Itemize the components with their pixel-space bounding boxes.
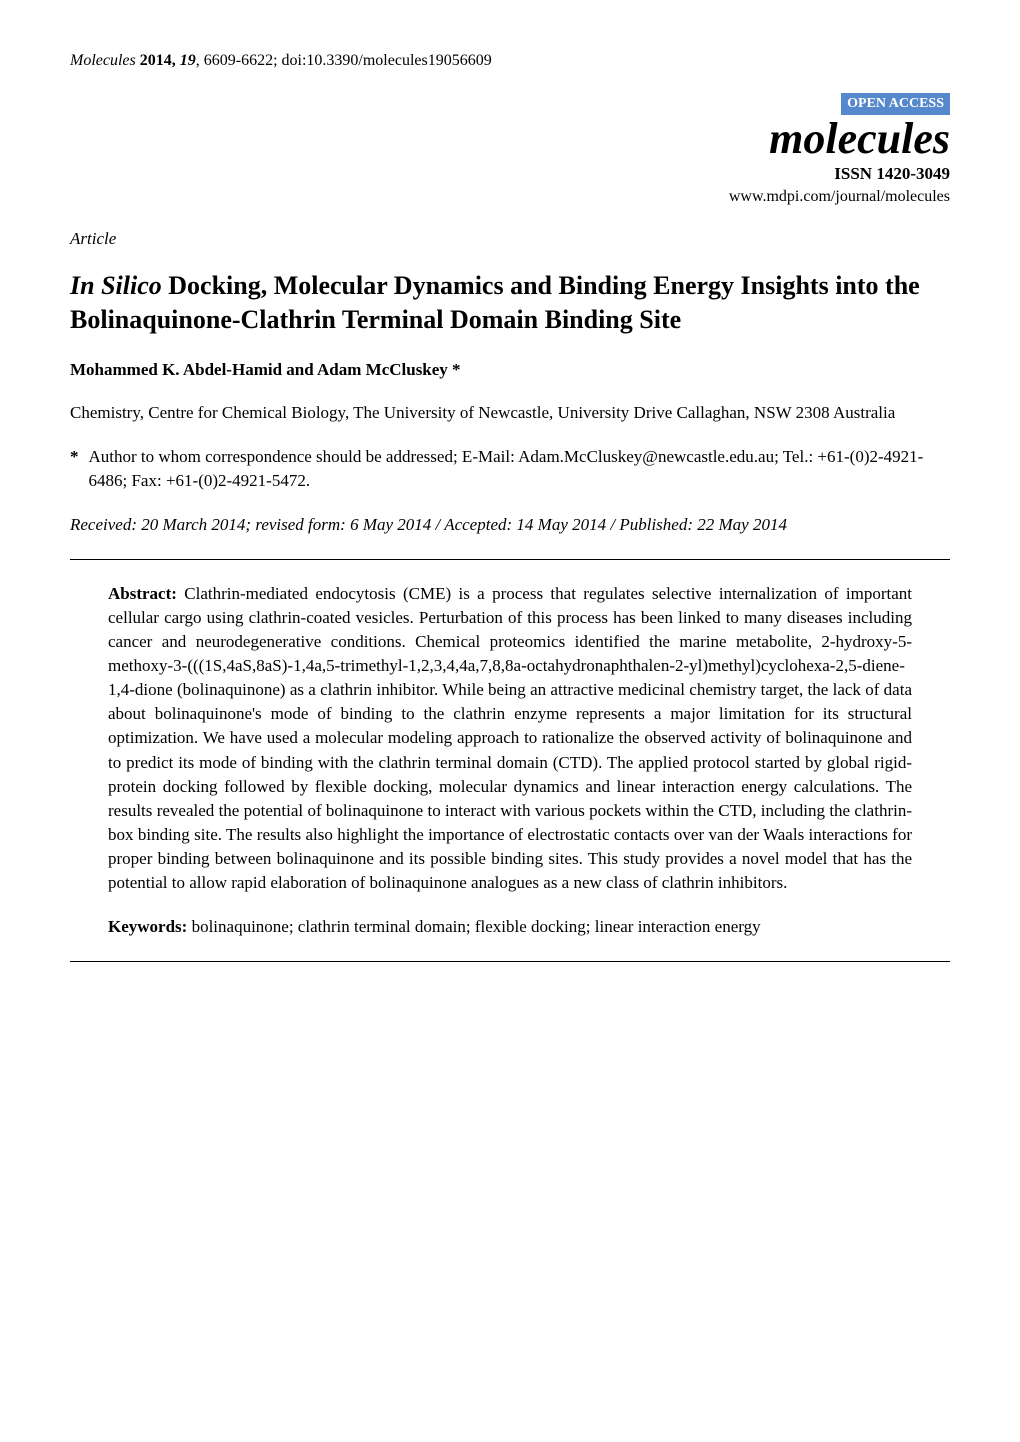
keywords-label: Keywords:	[108, 917, 187, 936]
abstract: Abstract: Clathrin-mediated endocytosis …	[70, 582, 950, 896]
citation-journal: Molecules	[70, 52, 136, 69]
abstract-label: Abstract:	[108, 584, 177, 603]
correspondence-marker: *	[70, 445, 79, 493]
correspondence: * Author to whom correspondence should b…	[70, 445, 950, 493]
article-title: In Silico Docking, Molecular Dynamics an…	[70, 269, 950, 337]
journal-masthead: OPEN ACCESS molecules ISSN 1420-3049 www…	[70, 92, 950, 208]
article-type: Article	[70, 228, 950, 251]
authors: Mohammed K. Abdel-Hamid and Adam McClusk…	[70, 359, 950, 382]
citation-rest: , 6609-6622; doi:10.3390/molecules190566…	[196, 52, 492, 69]
keywords: Keywords: bolinaquinone; clathrin termin…	[70, 915, 950, 939]
keywords-text: bolinaquinone; clathrin terminal domain;…	[187, 917, 760, 936]
title-italic: In Silico	[70, 271, 162, 300]
open-access-badge: OPEN ACCESS	[841, 93, 950, 116]
publication-dates: Received: 20 March 2014; revised form: 6…	[70, 513, 950, 537]
citation-year-vol: 2014, 19	[136, 52, 196, 69]
citation-header: Molecules 2014, 19, 6609-6622; doi:10.33…	[70, 50, 950, 72]
title-rest: Docking, Molecular Dynamics and Binding …	[70, 271, 920, 334]
correspondence-text: Author to whom correspondence should be …	[89, 445, 951, 493]
divider-top	[70, 559, 950, 560]
abstract-text: Clathrin-mediated endocytosis (CME) is a…	[108, 584, 912, 893]
affiliation: Chemistry, Centre for Chemical Biology, …	[70, 401, 950, 425]
journal-issn: ISSN 1420-3049	[70, 163, 950, 186]
journal-name: molecules	[70, 117, 950, 161]
journal-url: www.mdpi.com/journal/molecules	[70, 186, 950, 208]
divider-bottom	[70, 961, 950, 962]
